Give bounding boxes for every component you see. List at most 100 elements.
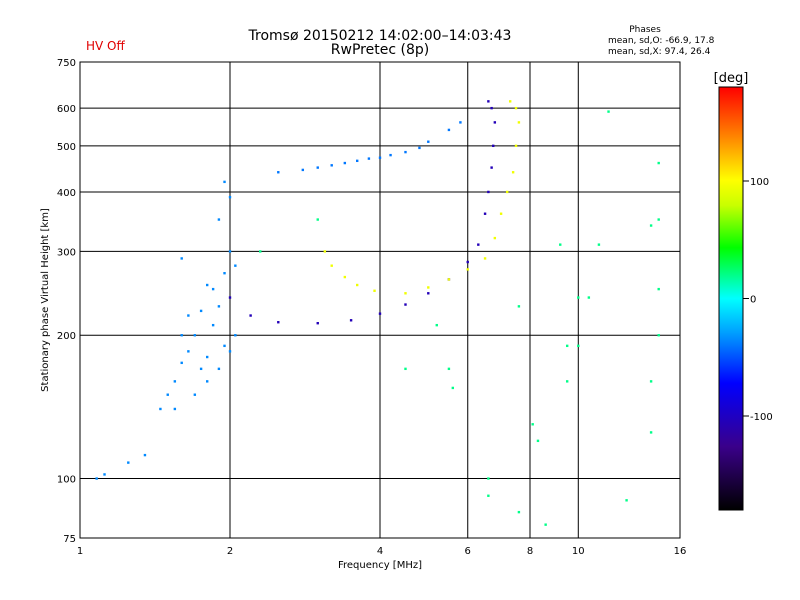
- phases-line-x: mean, sd,X: 97.4, 26.4: [608, 47, 711, 57]
- echo-point: [427, 292, 430, 295]
- echo-point: [499, 212, 503, 215]
- echo-point: [490, 106, 493, 110]
- echo-point: [166, 393, 169, 396]
- echo-point: [565, 344, 569, 348]
- echo-point: [330, 264, 333, 267]
- echo-point: [378, 312, 382, 315]
- echo-point: [187, 350, 190, 353]
- colorbar: [deg] 100 0 -100: [714, 71, 773, 511]
- echo-point: [493, 121, 497, 124]
- echo-point: [323, 250, 327, 253]
- echo-point: [330, 164, 333, 167]
- echo-point: [159, 407, 162, 411]
- echo-point: [343, 161, 347, 165]
- echo-point: [657, 218, 660, 221]
- echo-point: [205, 283, 209, 287]
- echo-point: [649, 224, 653, 227]
- y-tick-label: 200: [57, 331, 76, 342]
- x-tick-label: 10: [572, 546, 585, 557]
- echo-point: [649, 431, 653, 434]
- x-tick-label: 4: [377, 546, 383, 557]
- echo-point: [217, 218, 221, 221]
- echo-point: [427, 140, 430, 143]
- echo-point: [228, 296, 232, 299]
- echo-point: [536, 439, 540, 443]
- x-tick-label: 2: [227, 546, 233, 557]
- echo-point: [607, 110, 610, 113]
- echo-point: [466, 268, 469, 271]
- y-tick-label: 75: [63, 534, 76, 545]
- echo-point: [514, 144, 518, 148]
- echo-points: [95, 100, 660, 526]
- echo-point: [187, 314, 190, 317]
- x-tick-label: 6: [465, 546, 471, 557]
- x-tick-label: 8: [527, 546, 533, 557]
- echo-point: [517, 121, 521, 124]
- echo-point: [544, 523, 547, 526]
- echo-point: [404, 292, 407, 295]
- echo-point: [378, 156, 382, 159]
- echo-point: [193, 334, 197, 337]
- echo-point: [301, 168, 305, 172]
- y-tick-label: 750: [57, 58, 76, 69]
- echo-point: [223, 344, 226, 348]
- echo-point: [565, 380, 569, 383]
- echo-point: [418, 146, 421, 150]
- echo-point: [355, 283, 359, 287]
- echo-point: [625, 499, 628, 502]
- echo-point: [249, 314, 252, 317]
- y-tick-label: 500: [57, 142, 76, 153]
- echo-point: [657, 334, 660, 337]
- echo-point: [199, 367, 203, 371]
- echo-point: [447, 128, 451, 132]
- echo-point: [367, 157, 371, 160]
- echo-point: [316, 321, 319, 325]
- colorbar-tick-label: -100: [750, 412, 773, 423]
- y-axis-ticks: 75 100 200 300 400 500 600 750: [57, 58, 76, 545]
- echo-point: [199, 309, 203, 313]
- echo-point: [427, 286, 430, 289]
- echo-point: [657, 287, 660, 291]
- echo-point: [217, 367, 221, 371]
- echo-point: [193, 393, 197, 396]
- echo-point: [180, 361, 183, 365]
- echo-point: [205, 355, 209, 359]
- echo-point: [355, 159, 359, 163]
- echo-point: [173, 407, 177, 411]
- echo-point: [657, 161, 660, 165]
- echo-point: [127, 461, 130, 464]
- echo-point: [466, 260, 469, 264]
- echo-point: [487, 494, 490, 497]
- echo-point: [389, 153, 392, 157]
- echo-point: [103, 473, 106, 476]
- echo-point: [447, 367, 451, 371]
- echo-point: [259, 250, 262, 253]
- echo-point: [490, 166, 493, 169]
- echo-point: [511, 171, 515, 174]
- colorbar-label: [deg]: [714, 71, 749, 86]
- echo-point: [649, 380, 653, 383]
- echo-point: [505, 190, 509, 194]
- colorbar-tick-label: 0: [750, 295, 756, 306]
- colorbar-gradient: [718, 86, 744, 511]
- echo-point: [514, 106, 518, 110]
- echo-point: [487, 477, 490, 480]
- chart-title-line1: Tromsø 20150212 14:02:00–14:03:43: [248, 28, 512, 44]
- colorbar-ticks: 100 0 -100: [743, 177, 773, 423]
- echo-point: [477, 243, 480, 246]
- echo-point: [234, 334, 237, 337]
- echo-point: [451, 386, 455, 390]
- echo-point: [459, 121, 462, 124]
- echo-point: [531, 423, 534, 426]
- echo-point: [492, 144, 495, 148]
- plot-area: 1 2 4 6 8 10 16 75 100 200 300 400 500 600 750: [57, 58, 686, 557]
- y-tick-label: 600: [57, 104, 76, 115]
- echo-point: [404, 367, 407, 371]
- echo-point: [95, 477, 98, 480]
- echo-point: [228, 250, 232, 253]
- echo-point: [349, 319, 353, 322]
- echo-point: [404, 303, 407, 306]
- colorbar-tick-label: 100: [750, 177, 769, 188]
- y-tick-label: 300: [57, 247, 76, 258]
